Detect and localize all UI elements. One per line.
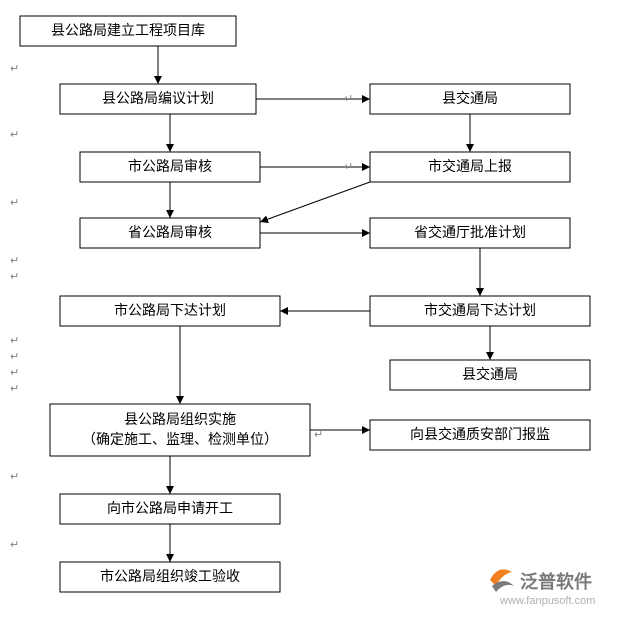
node-label: 县公路局建立工程项目库 — [51, 23, 205, 39]
return-mark-icon: ↵ — [10, 471, 19, 483]
flow-node-n7: 省交通厅批准计划 — [370, 218, 570, 248]
flow-node-n3: 县交通局 — [370, 84, 570, 114]
node-label: 省交通厅批准计划 — [414, 224, 526, 241]
return-mark-icon: ↵ — [10, 197, 19, 209]
flow-node-n13: 向市公路局申请开工 — [60, 494, 280, 524]
return-mark-icon: ↵ — [10, 129, 19, 141]
flow-node-n10: 县交通局 — [390, 360, 590, 390]
node-label: 市公路局组织竣工验收 — [100, 568, 240, 585]
flow-node-n9: 市交通局下达计划 — [370, 296, 590, 326]
flow-node-n6: 省公路局审核 — [80, 218, 260, 248]
return-mark-icon: ↵ — [10, 271, 19, 283]
node-label: 县公路局编议计划 — [102, 91, 214, 107]
nodes-layer: 县公路局建立工程项目库县公路局编议计划县交通局市公路局审核市交通局上报省公路局审… — [20, 16, 590, 592]
return-mark-icon: ↵ — [10, 335, 19, 347]
node-label: 向市公路局申请开工 — [107, 500, 233, 517]
flow-node-n5: 市交通局上报 — [370, 152, 570, 182]
node-label: （确定施工、监理、检测单位） — [82, 432, 278, 448]
logo-url: www.fanpusoft.com — [499, 595, 595, 607]
node-label: 市交通局下达计划 — [424, 302, 536, 319]
return-mark-icon: ↵ — [10, 255, 19, 267]
return-mark-icon: ↵ — [10, 367, 19, 379]
return-mark-icon: ↵ — [10, 351, 19, 363]
edge — [260, 182, 370, 222]
return-mark-icon: ↵ — [10, 539, 19, 551]
return-mark-icon: ↵ — [314, 429, 323, 441]
node-label: 市公路局下达计划 — [114, 302, 226, 319]
node-label: 县公路局组织实施 — [124, 412, 236, 428]
flow-node-n2: 县公路局编议计划 — [60, 84, 256, 114]
flow-node-n4: 市公路局审核 — [80, 152, 260, 182]
logo: 泛普软件 www.fanpusoft.com — [490, 569, 595, 607]
node-label: 向县交通质安部门报监 — [410, 426, 550, 443]
return-mark-icon: ↵ — [344, 93, 353, 105]
flow-node-n1: 县公路局建立工程项目库 — [20, 16, 236, 46]
return-mark-icon: ↵ — [10, 383, 19, 395]
return-mark-icon: ↵ — [344, 161, 353, 173]
flow-node-n12: 向县交通质安部门报监 — [370, 420, 590, 450]
flowchart-canvas: 县公路局建立工程项目库县公路局编议计划县交通局市公路局审核市交通局上报省公路局审… — [0, 0, 633, 623]
node-label: 县交通局 — [462, 366, 518, 383]
flow-node-n8: 市公路局下达计划 — [60, 296, 280, 326]
flow-node-n14: 市公路局组织竣工验收 — [60, 562, 280, 592]
return-mark-icon: ↵ — [10, 63, 19, 75]
node-label: 县交通局 — [442, 90, 498, 107]
node-label: 市交通局上报 — [428, 158, 512, 175]
logo-text: 泛普软件 — [520, 571, 592, 592]
node-label: 市公路局审核 — [128, 158, 212, 175]
flow-node-n11: 县公路局组织实施 （确定施工、监理、检测单位） — [50, 404, 310, 456]
node-label: 省公路局审核 — [128, 225, 212, 241]
